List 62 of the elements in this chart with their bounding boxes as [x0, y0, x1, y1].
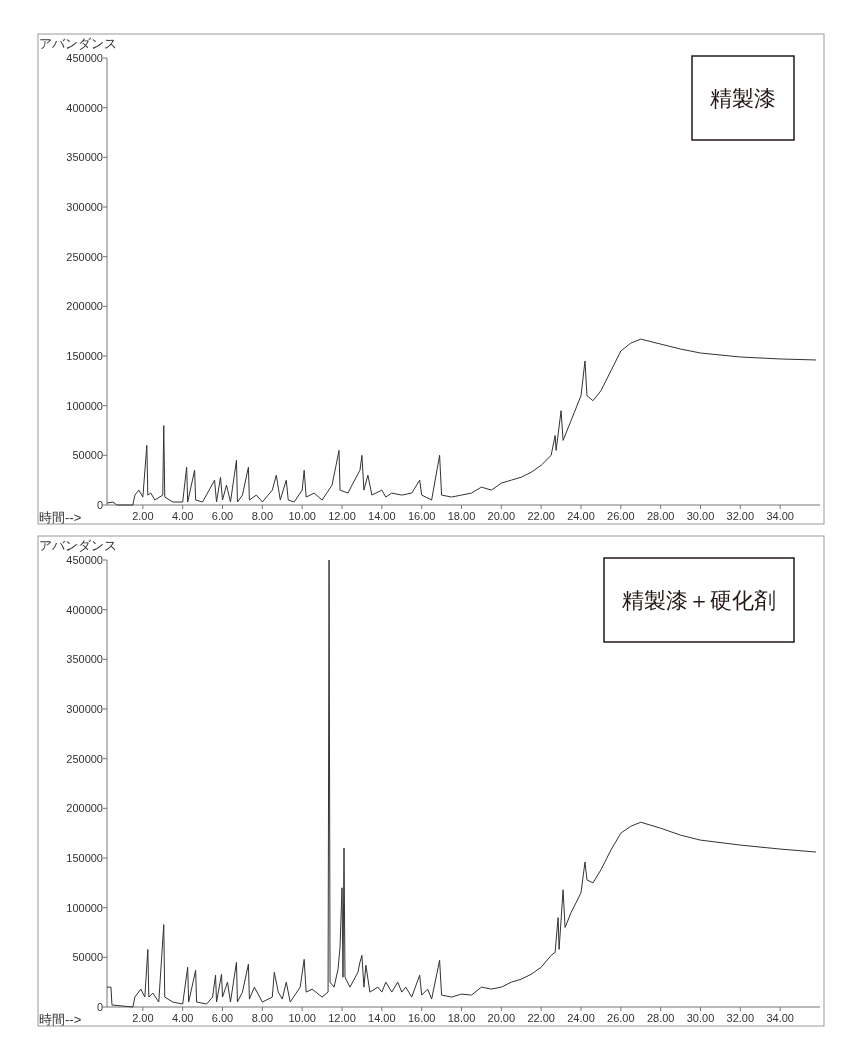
y-axis-title: アバンダンス	[39, 36, 117, 51]
x-tick-label: 30.00	[686, 1012, 715, 1024]
x-tick-label: 28.00	[646, 510, 675, 522]
x-tick-label: 22.00	[527, 1012, 555, 1024]
y-tick-label: 300000	[66, 201, 103, 213]
x-axis-title: 時間-->	[39, 510, 82, 525]
x-tick-label: 12.00	[328, 510, 356, 522]
y-tick-label: 0	[96, 1001, 103, 1013]
y-tick-label: 50000	[72, 951, 103, 964]
x-tick-label: 26.00	[607, 510, 635, 522]
x-tick-label: 16.00	[407, 510, 436, 522]
x-tick-label: 30.00	[686, 510, 715, 522]
y-tick-label: 400000	[66, 101, 103, 114]
x-tick-label: 20.00	[487, 1012, 516, 1024]
x-tick-label: 32.00	[726, 510, 755, 522]
y-tick-label: 300000	[66, 703, 103, 715]
x-tick-label: 16.00	[407, 1012, 436, 1024]
x-tick-label: 34.00	[766, 1012, 794, 1024]
y-axis-title: アバンダンス	[39, 538, 117, 553]
y-tick-label: 50000	[72, 449, 103, 462]
x-tick-label: 14.00	[368, 510, 396, 522]
x-tick-label: 26.00	[607, 1012, 635, 1024]
x-tick-label: 32.00	[726, 1012, 755, 1024]
x-tick-label: 14.00	[368, 1012, 396, 1024]
x-axis-title: 時間-->	[39, 1012, 82, 1027]
y-tick-label: 400000	[66, 603, 103, 616]
x-tick-label: 20.00	[487, 510, 516, 522]
y-tick-label: 200000	[66, 802, 103, 815]
x-tick-label: 10.00	[288, 510, 316, 522]
x-tick-label: 8.00	[251, 510, 274, 522]
x-tick-label: 4.00	[171, 510, 194, 522]
y-tick-label: 250000	[66, 250, 103, 263]
x-tick-label: 18.00	[447, 510, 476, 522]
x-tick-label: 24.00	[567, 510, 595, 522]
y-tick-label: 200000	[66, 300, 103, 313]
y-tick-label: 450000	[66, 554, 103, 566]
x-tick-label: 4.00	[171, 1012, 194, 1024]
y-tick-label: 250000	[66, 752, 103, 765]
x-tick-label: 24.00	[567, 1012, 595, 1024]
x-tick-label: 12.00	[328, 1012, 356, 1024]
annotation: 精製漆＋硬化剤	[622, 588, 776, 613]
x-tick-label: 18.00	[447, 1012, 476, 1024]
x-tick-label: 6.00	[211, 510, 234, 522]
y-tick-label: 450000	[66, 52, 103, 64]
y-tick-label: 150000	[66, 852, 103, 864]
x-tick-label: 28.00	[646, 1012, 675, 1024]
y-tick-label: 0	[96, 499, 103, 511]
annotation: 精製漆	[710, 86, 776, 111]
x-tick-label: 8.00	[251, 1012, 274, 1024]
x-tick-label: 2.00	[132, 510, 154, 522]
x-tick-label: 6.00	[211, 1012, 234, 1024]
y-tick-label: 100000	[66, 399, 103, 412]
y-tick-label: 100000	[66, 901, 103, 914]
line-series	[106, 559, 817, 1008]
x-tick-label: 34.00	[766, 510, 794, 522]
x-tick-label: 22.00	[527, 510, 555, 522]
y-tick-label: 150000	[66, 350, 103, 362]
x-tick-label: 2.00	[132, 1012, 154, 1024]
y-tick-label: 350000	[66, 653, 103, 666]
y-tick-label: 350000	[66, 151, 103, 164]
line-series	[106, 338, 817, 506]
x-tick-label: 10.00	[288, 1012, 316, 1024]
